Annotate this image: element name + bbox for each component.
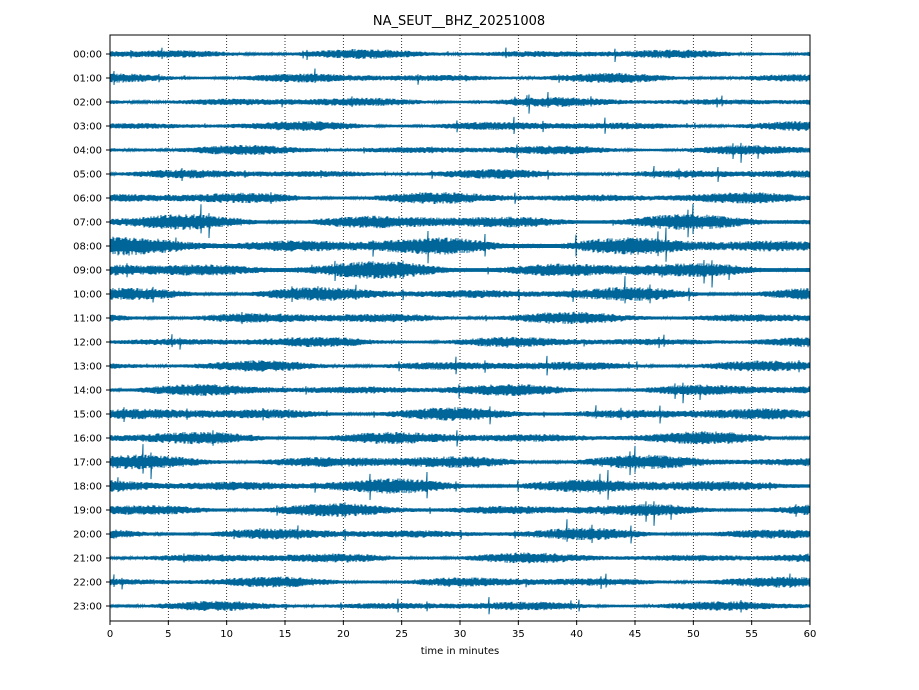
x-tick-label: 25: [395, 629, 408, 640]
x-tick-label: 55: [745, 629, 758, 640]
x-tick-label: 40: [570, 629, 583, 640]
x-tick-label: 50: [687, 629, 700, 640]
y-tick-label: 02:00: [73, 98, 102, 109]
y-tick-label: 15:00: [73, 410, 102, 421]
x-tick-label: 60: [804, 629, 817, 640]
y-tick-label: 07:00: [73, 218, 102, 229]
y-tick-label: 20:00: [73, 530, 102, 541]
y-tick-label: 22:00: [73, 578, 102, 589]
y-tick-label: 18:00: [73, 482, 102, 493]
y-axis: 00:00 01:00 02:00 03:00 04:00 05:00 06:00 07:00…: [73, 50, 110, 613]
y-tick-label: 00:00: [73, 50, 102, 61]
y-tick-label: 08:00: [73, 242, 102, 253]
y-tick-label: 19:00: [73, 506, 102, 517]
x-axis-label: time in minutes: [421, 646, 500, 657]
x-tick-label: 35: [512, 629, 525, 640]
x-axis: 0 5 10 15 20 25 30 35 40 45 50 55 60: [107, 621, 817, 640]
y-tick-label: 13:00: [73, 362, 102, 373]
y-tick-label: 23:00: [73, 602, 102, 613]
x-tick-label: 5: [165, 629, 171, 640]
chart-title: NA_SEUT__BHZ_20251008: [373, 14, 545, 29]
x-tick-label: 0: [107, 629, 113, 640]
y-tick-label: 04:00: [73, 146, 102, 157]
y-tick-label: 16:00: [73, 434, 102, 445]
y-tick-label: 17:00: [73, 458, 102, 469]
y-tick-label: 14:00: [73, 386, 102, 397]
x-tick-label: 30: [454, 629, 467, 640]
x-tick-label: 10: [220, 629, 233, 640]
trace-row-1900: [109, 501, 811, 526]
y-tick-label: 10:00: [73, 290, 102, 301]
x-tick-label: 45: [629, 629, 642, 640]
trace-row-0100: [109, 68, 811, 85]
y-tick-label: 11:00: [73, 314, 102, 325]
trace-row-0900: [109, 259, 811, 288]
y-tick-label: 09:00: [73, 266, 102, 277]
y-tick-label: 21:00: [73, 554, 102, 565]
y-tick-label: 12:00: [73, 338, 102, 349]
y-tick-label: 05:00: [73, 170, 102, 181]
y-tick-label: 03:00: [73, 122, 102, 133]
x-tick-label: 20: [337, 629, 350, 640]
y-tick-label: 01:00: [73, 74, 102, 85]
y-tick-label: 06:00: [73, 194, 102, 205]
seismic-traces: [109, 47, 811, 615]
x-tick-label: 15: [279, 629, 292, 640]
